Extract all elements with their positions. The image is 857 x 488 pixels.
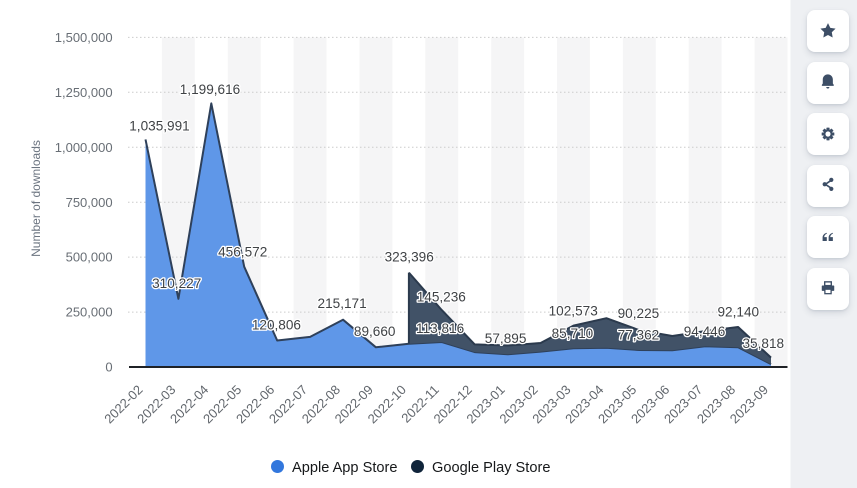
svg-text:0: 0	[105, 360, 112, 375]
svg-text:89,660: 89,660	[354, 324, 396, 339]
svg-text:102,573: 102,573	[549, 304, 598, 319]
svg-text:250,000: 250,000	[66, 305, 113, 320]
svg-text:1,199,616: 1,199,616	[180, 82, 240, 97]
svg-text:145,236: 145,236	[417, 289, 466, 304]
svg-text:Google Play Store: Google Play Store	[432, 460, 550, 476]
svg-text:310,227: 310,227	[152, 276, 201, 291]
svg-text:94,446: 94,446	[684, 324, 726, 339]
svg-text:Number of downloads: Number of downloads	[29, 140, 43, 257]
svg-text:92,140: 92,140	[718, 305, 760, 320]
svg-text:57,895: 57,895	[485, 331, 527, 346]
svg-text:456,572: 456,572	[218, 244, 267, 259]
svg-text:Apple App Store: Apple App Store	[292, 460, 397, 476]
svg-text:90,225: 90,225	[618, 306, 660, 321]
svg-text:120,806: 120,806	[252, 318, 301, 333]
svg-text:1,000,000: 1,000,000	[55, 140, 113, 155]
svg-text:215,171: 215,171	[318, 296, 367, 311]
svg-text:35,818: 35,818	[743, 336, 785, 351]
svg-text:77,362: 77,362	[618, 327, 660, 342]
svg-text:750,000: 750,000	[66, 195, 113, 210]
svg-text:1,500,000: 1,500,000	[55, 30, 113, 45]
svg-text:85,710: 85,710	[552, 326, 594, 341]
svg-text:323,396: 323,396	[385, 250, 434, 265]
svg-text:500,000: 500,000	[66, 250, 113, 265]
svg-text:1,035,991: 1,035,991	[129, 118, 189, 133]
svg-text:1,250,000: 1,250,000	[55, 85, 113, 100]
svg-text:113,816: 113,816	[416, 321, 464, 336]
